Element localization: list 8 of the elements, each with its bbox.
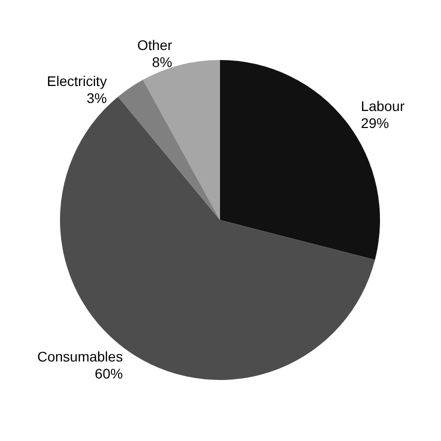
slice-label: Electricity [46,72,107,89]
data-label: 60% [94,366,123,382]
data-label: 8% [152,54,172,70]
slice-label: Labour [360,98,405,114]
slice-label: Consumables [37,348,123,365]
data-label: 3% [86,90,107,106]
slice-label: Other [137,36,173,53]
data-label: 29% [360,115,389,132]
